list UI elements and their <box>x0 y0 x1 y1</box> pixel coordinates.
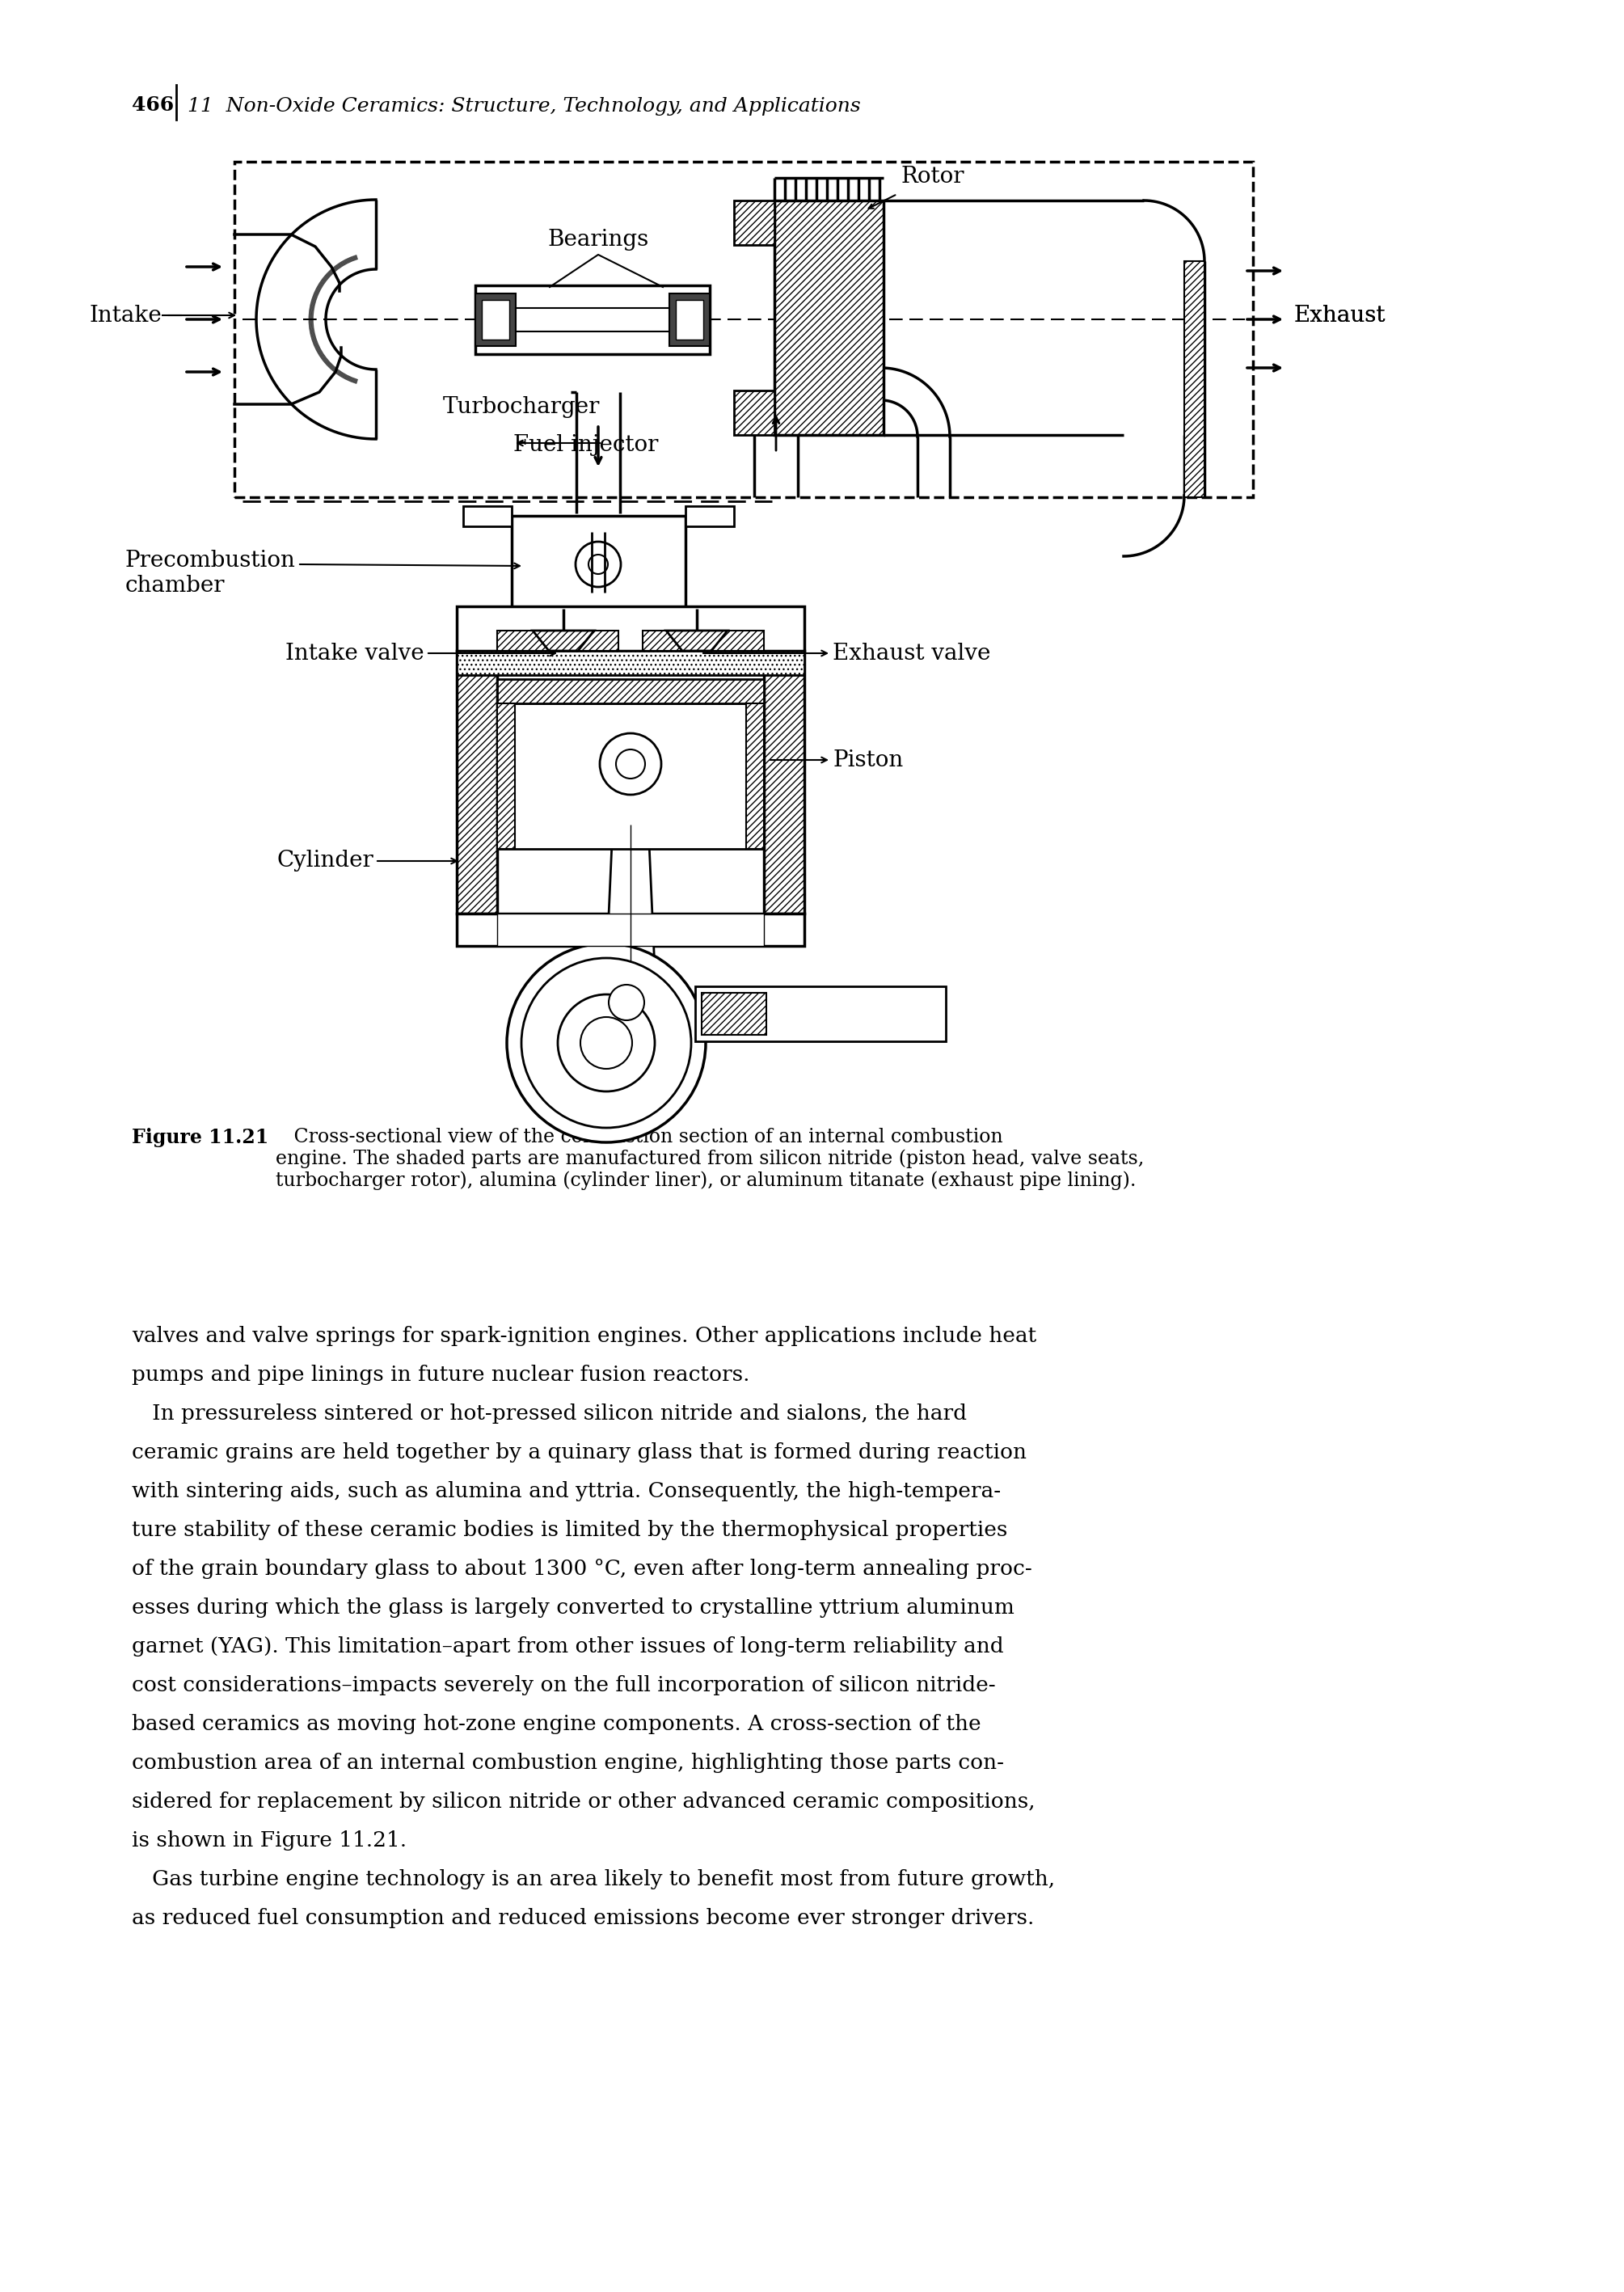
Text: Intake valve: Intake valve <box>286 642 424 665</box>
Text: Rotor: Rotor <box>901 165 965 188</box>
Circle shape <box>557 995 654 1091</box>
Polygon shape <box>533 630 594 651</box>
Bar <box>512 516 685 610</box>
Bar <box>1184 261 1205 497</box>
Polygon shape <box>606 825 654 970</box>
Text: Piston: Piston <box>833 749 903 770</box>
Text: Cross-sectional view of the combustion section of an internal combustion
engine.: Cross-sectional view of the combustion s… <box>276 1128 1145 1190</box>
Circle shape <box>507 944 706 1141</box>
Bar <box>234 163 1254 497</box>
Text: Turbocharger: Turbocharger <box>443 397 599 417</box>
Text: Gas turbine engine technology is an area likely to benefit most from future grow: Gas turbine engine technology is an area… <box>132 1870 1056 1889</box>
Circle shape <box>599 733 661 795</box>
Text: based ceramics as moving hot-zone engine components. A cross-section of the: based ceramics as moving hot-zone engine… <box>132 1714 981 1735</box>
Bar <box>734 390 775 435</box>
Text: 466: 466 <box>132 96 174 115</box>
Bar <box>497 678 763 683</box>
Text: Intake: Intake <box>89 305 162 325</box>
Text: is shown in Figure 11.21.: is shown in Figure 11.21. <box>132 1831 406 1850</box>
Polygon shape <box>562 1027 651 1107</box>
Bar <box>516 307 669 332</box>
Bar <box>463 507 512 527</box>
Bar <box>695 986 945 1041</box>
Text: Cylinder: Cylinder <box>276 850 374 871</box>
Text: valves and valve springs for spark-ignition engines. Other applications include : valves and valve springs for spark-ignit… <box>132 1325 1036 1345</box>
Bar <box>235 163 1252 495</box>
Bar <box>669 293 710 346</box>
Bar <box>676 300 703 339</box>
Bar <box>482 300 510 339</box>
Bar <box>497 915 763 947</box>
Bar <box>456 915 804 947</box>
Text: 11  Non-Oxide Ceramics: Structure, Technology, and Applications: 11 Non-Oxide Ceramics: Structure, Techno… <box>187 96 861 115</box>
Text: ture stability of these ceramic bodies is limited by the thermophysical properti: ture stability of these ceramic bodies i… <box>132 1520 1007 1540</box>
Text: Precombustion
chamber: Precombustion chamber <box>125 550 296 596</box>
Text: Exhaust: Exhaust <box>1293 305 1385 325</box>
Bar <box>763 651 804 915</box>
Text: combustion area of an internal combustion engine, highlighting those parts con-: combustion area of an internal combustio… <box>132 1753 1004 1774</box>
Text: pumps and pipe linings in future nuclear fusion reactors.: pumps and pipe linings in future nuclear… <box>132 1364 750 1384</box>
Circle shape <box>580 1018 632 1068</box>
Bar <box>745 704 763 848</box>
Polygon shape <box>538 979 676 1068</box>
Bar <box>734 199 775 245</box>
Bar <box>456 651 804 676</box>
Text: Figure 11.21: Figure 11.21 <box>132 1128 268 1148</box>
Bar <box>456 651 497 915</box>
Text: Bearings: Bearings <box>547 229 650 250</box>
Text: esses during which the glass is largely converted to crystalline yttrium aluminu: esses during which the glass is largely … <box>132 1598 1015 1618</box>
Bar <box>476 293 516 346</box>
Text: of the grain boundary glass to about 1300 °C, even after long-term annealing pro: of the grain boundary glass to about 130… <box>132 1559 1033 1579</box>
Bar <box>497 678 763 704</box>
Circle shape <box>588 555 607 573</box>
Text: with sintering aids, such as alumina and yttria. Consequently, the high-tempera-: with sintering aids, such as alumina and… <box>132 1481 1000 1501</box>
Bar <box>476 286 710 353</box>
Circle shape <box>615 749 645 779</box>
Bar <box>702 992 767 1034</box>
Text: cost considerations–impacts severely on the full incorporation of silicon nitrid: cost considerations–impacts severely on … <box>132 1675 996 1696</box>
Text: Fuel injector: Fuel injector <box>513 433 658 456</box>
Bar <box>775 199 883 435</box>
Text: Ceramic parts: Ceramic parts <box>776 1004 937 1025</box>
Text: In pressureless sintered or hot-pressed silicon nitride and sialons, the hard: In pressureless sintered or hot-pressed … <box>132 1403 966 1423</box>
Text: Exhaust: Exhaust <box>1293 305 1385 325</box>
Bar <box>497 630 619 651</box>
Text: garnet (YAG). This limitation–apart from other issues of long-term reliability a: garnet (YAG). This limitation–apart from… <box>132 1636 1004 1657</box>
Bar <box>497 704 515 848</box>
Circle shape <box>521 958 692 1128</box>
Text: ceramic grains are held together by a quinary glass that is formed during reacti: ceramic grains are held together by a qu… <box>132 1442 1026 1462</box>
Circle shape <box>575 541 620 587</box>
Polygon shape <box>666 630 728 651</box>
Text: as reduced fuel consumption and reduced emissions become ever stronger drivers.: as reduced fuel consumption and reduced … <box>132 1907 1034 1928</box>
Circle shape <box>609 986 645 1020</box>
Bar <box>685 507 734 527</box>
Bar <box>643 630 763 651</box>
Text: sidered for replacement by silicon nitride or other advanced ceramic composition: sidered for replacement by silicon nitri… <box>132 1792 1034 1811</box>
Text: Exhaust valve: Exhaust valve <box>833 642 991 665</box>
Bar <box>497 704 763 848</box>
Bar <box>456 607 804 651</box>
